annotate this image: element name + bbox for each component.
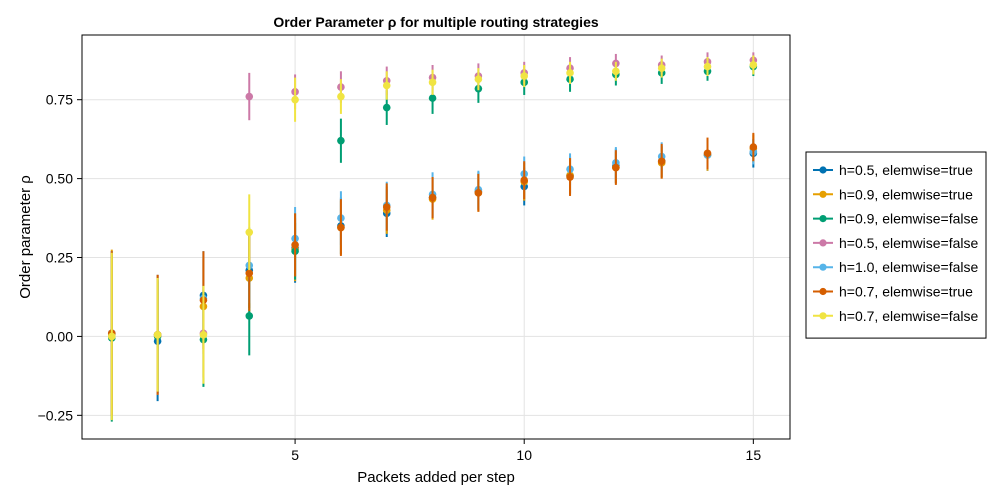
data-point [612, 163, 620, 172]
data-point [566, 173, 574, 181]
data-point [337, 92, 345, 101]
legend-marker [819, 190, 827, 198]
legend-marker [819, 239, 827, 247]
legend-label: h=0.5, elemwise=true [839, 162, 973, 178]
data-point [703, 62, 712, 71]
legend-label: h=0.7, elemwise=false [839, 308, 979, 324]
data-point [245, 312, 254, 320]
legend-box [805, 151, 987, 339]
data-point [428, 193, 437, 202]
legend-label: h=0.9, elemwise=false [839, 211, 979, 227]
legend-label: h=0.9, elemwise=true [839, 186, 973, 202]
data-point [291, 241, 299, 249]
data-point [245, 228, 254, 237]
data-point [382, 203, 391, 211]
data-point [337, 136, 345, 145]
x-tick-label: 15 [746, 447, 762, 463]
data-point [428, 78, 437, 87]
series-7 [107, 55, 758, 421]
legend-marker [819, 263, 827, 271]
y-tick-label: 0.25 [46, 250, 73, 266]
data-point [382, 103, 391, 112]
grid [82, 35, 790, 439]
data-point [474, 75, 483, 83]
y-tick-label: 0.50 [46, 171, 73, 187]
data-point [245, 269, 254, 278]
y-tick-label: 0.75 [46, 92, 73, 108]
data-point [337, 223, 345, 232]
data-point [245, 92, 254, 101]
axes: 5 10 15 −0.25 0.00 0.25 0.50 0.75 [38, 92, 762, 463]
x-axis-label: Packets added per step [357, 469, 515, 486]
data-point [153, 331, 162, 339]
data-point [520, 176, 529, 184]
legend-marker [819, 312, 827, 320]
data-point [566, 69, 574, 77]
legend: h=0.5, elemwise=true h=0.9, elemwise=true… [805, 151, 987, 339]
data-point [199, 331, 208, 339]
data-point [749, 61, 758, 69]
y-axis-label: Order parameter ρ [17, 175, 34, 299]
data-layer [107, 52, 758, 422]
data-point [428, 94, 437, 102]
legend-marker [819, 287, 827, 296]
legend-marker [819, 215, 827, 223]
data-point [749, 143, 758, 151]
plot-frame [81, 34, 791, 440]
data-point [612, 67, 620, 76]
data-point [657, 157, 666, 166]
data-point [107, 332, 116, 341]
data-point [382, 81, 391, 90]
chart-title: Order Parameter ρ for multiple routing s… [273, 14, 599, 30]
y-tick-label: 0.00 [46, 328, 73, 344]
legend-label: h=0.7, elemwise=true [839, 284, 973, 300]
data-point [474, 189, 483, 197]
data-point [291, 95, 299, 104]
series-3 [107, 57, 758, 422]
legend-label: h=0.5, elemwise=false [839, 235, 979, 251]
y-tick-label: −0.25 [38, 407, 74, 423]
data-point [520, 72, 529, 80]
data-point [657, 64, 666, 72]
data-point [703, 149, 712, 158]
legend-label: h=1.0, elemwise=false [839, 259, 979, 275]
x-tick-label: 10 [516, 447, 532, 463]
x-tick-label: 5 [291, 447, 299, 463]
legend-marker [819, 166, 827, 174]
